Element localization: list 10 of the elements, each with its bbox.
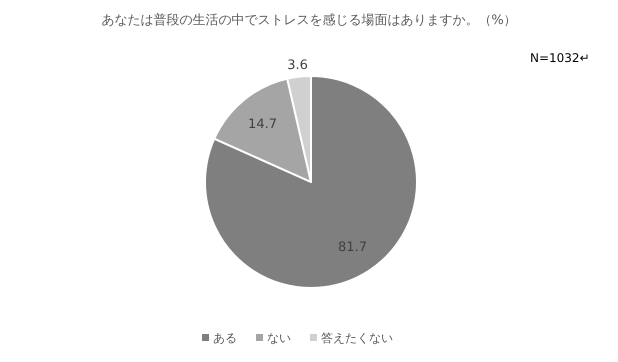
data-label: 3.6 [287,58,308,74]
text: N=1032↵ [530,51,590,65]
data-label: 81.7 [338,240,367,256]
legend-label: ない [267,331,291,345]
chart-title: あなたは普段の生活の中でストレスを感じる場面はありますか。（%） [101,12,517,28]
legend-label: ある [213,331,237,345]
pie-slice [213,78,312,183]
data-label: 14.7 [248,117,278,132]
legend-label: 答えたくない [321,331,393,345]
pie-slice [204,75,418,289]
